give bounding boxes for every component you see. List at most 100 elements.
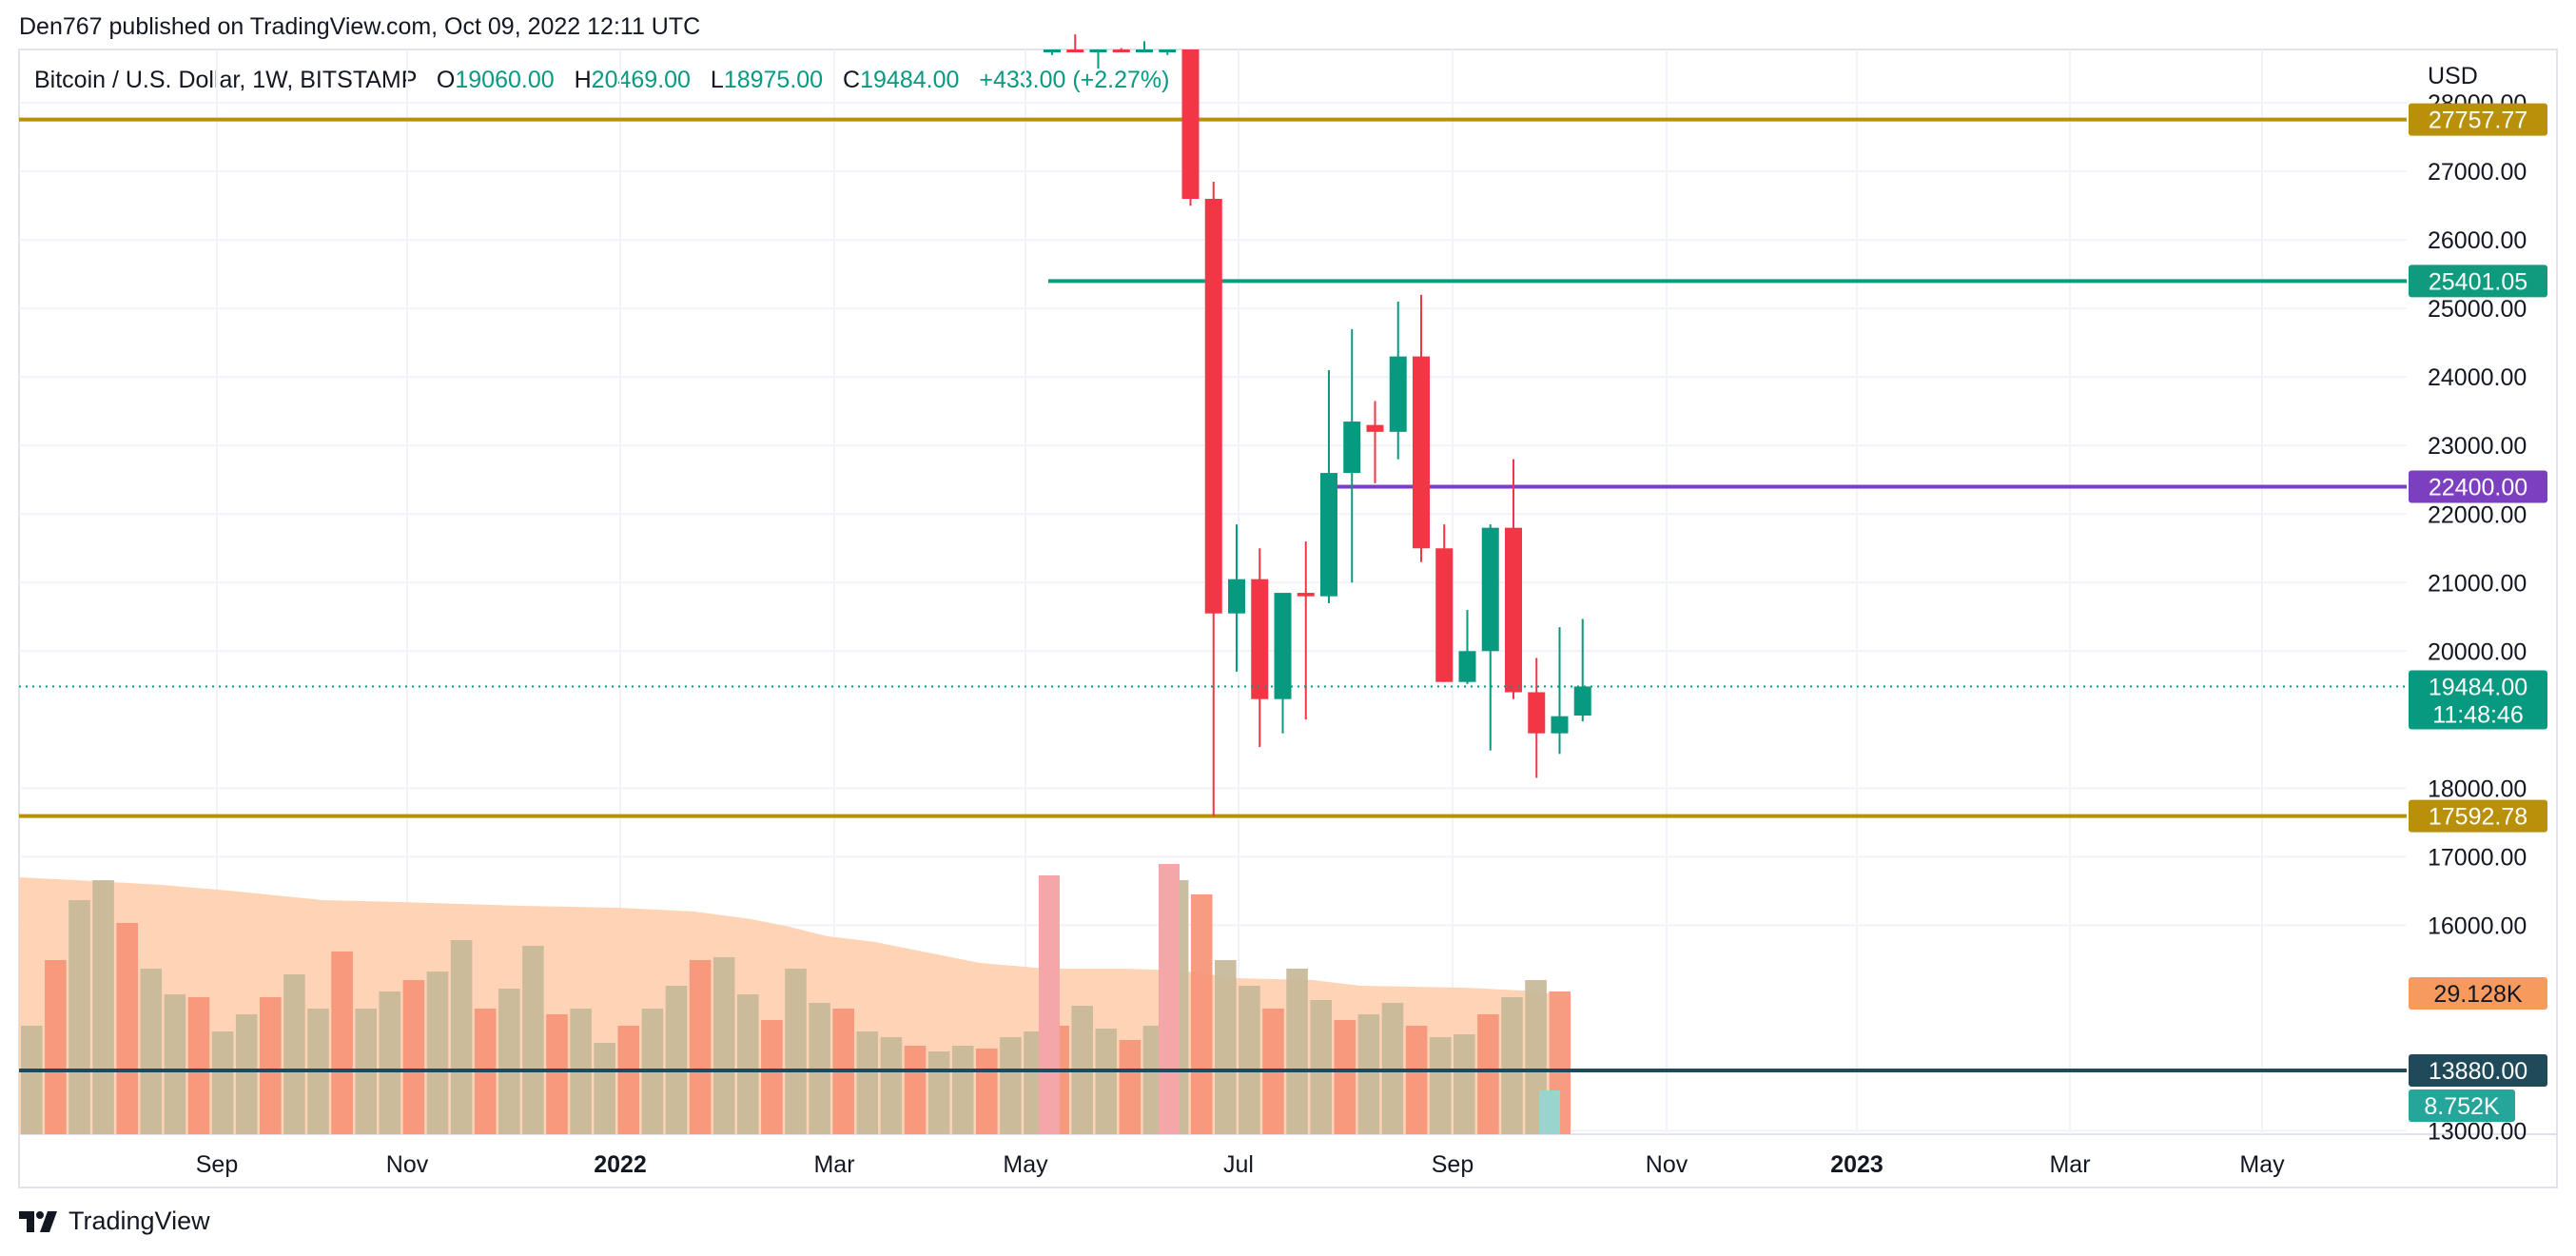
volume-bar bbox=[1239, 986, 1260, 1134]
candle-body bbox=[1343, 422, 1361, 474]
level-badge-label: 17592.78 bbox=[2429, 804, 2527, 831]
volume-bar bbox=[402, 980, 425, 1134]
x-tick-label: Nov bbox=[1646, 1151, 1688, 1178]
y-tick-label: 27000.00 bbox=[2428, 159, 2527, 186]
volume-bar bbox=[617, 1026, 640, 1134]
volume-bar bbox=[594, 1043, 615, 1134]
x-tick-label: 2023 bbox=[1830, 1151, 1883, 1178]
y-tick-label: 24000.00 bbox=[2428, 364, 2527, 391]
low-value: 18975.00 bbox=[723, 67, 824, 93]
candle-body bbox=[1528, 692, 1546, 734]
candle-body bbox=[1274, 593, 1292, 699]
brand-name: TradingView bbox=[68, 1207, 210, 1235]
y-tick-label: 20000.00 bbox=[2428, 638, 2527, 665]
candle-countdown: 11:48:46 bbox=[2432, 701, 2523, 728]
currency-label: USD bbox=[2428, 63, 2478, 89]
level-badge-label: 25401.05 bbox=[2429, 268, 2527, 295]
level-badge bbox=[2409, 799, 2547, 833]
close-value: 19484.00 bbox=[860, 67, 960, 93]
volume-last-label: 8.752K bbox=[2424, 1093, 2500, 1120]
candle-body bbox=[1228, 579, 1245, 614]
volume-bar bbox=[785, 969, 807, 1134]
x-tick-label: Mar bbox=[2049, 1151, 2090, 1178]
candle-body bbox=[1204, 198, 1222, 614]
volume-bar bbox=[904, 1046, 927, 1134]
volume-bar bbox=[1334, 1020, 1356, 1134]
candle-body bbox=[1551, 716, 1569, 734]
candle-body bbox=[1044, 49, 1061, 52]
volume-bar bbox=[1190, 894, 1213, 1134]
candle-body bbox=[1458, 651, 1476, 682]
volume-bar bbox=[92, 880, 114, 1134]
candle-body bbox=[1251, 579, 1269, 699]
low-label: L bbox=[710, 67, 724, 93]
volume-bar bbox=[1215, 960, 1237, 1134]
y-tick-label: 21000.00 bbox=[2428, 570, 2527, 597]
open-label: O bbox=[436, 67, 456, 93]
volume-bar bbox=[498, 989, 520, 1134]
volume-bar bbox=[1539, 1090, 1560, 1134]
y-tick-label: 18000.00 bbox=[2428, 775, 2527, 802]
level-badge-label: 27757.77 bbox=[2429, 108, 2527, 134]
volume-bar bbox=[951, 1046, 974, 1134]
volume-bar bbox=[880, 1037, 903, 1134]
volume-last-badge bbox=[2409, 1089, 2515, 1122]
y-tick-label: 17000.00 bbox=[2428, 844, 2527, 871]
volume-bar bbox=[379, 991, 401, 1134]
candle-body bbox=[1505, 527, 1522, 693]
volume-bar bbox=[1405, 1026, 1428, 1134]
volume-bar bbox=[45, 960, 67, 1134]
volume-bar bbox=[1159, 864, 1180, 1134]
candle-body bbox=[1413, 356, 1430, 549]
volume-bar bbox=[1454, 1034, 1475, 1134]
volume-bar bbox=[809, 1003, 830, 1134]
volume-bar bbox=[1477, 1014, 1499, 1134]
candle-body bbox=[1366, 424, 1384, 432]
level-badge bbox=[2409, 1054, 2547, 1088]
x-tick-label: Mar bbox=[813, 1151, 854, 1178]
high-value: 20469.00 bbox=[591, 67, 691, 93]
y-tick-label: 25000.00 bbox=[2428, 296, 2527, 323]
volume-bar bbox=[976, 1049, 998, 1134]
volume-bar bbox=[1095, 1029, 1118, 1134]
candle-body bbox=[1066, 49, 1084, 52]
volume-bar bbox=[1381, 1003, 1404, 1134]
x-tick-label: May bbox=[2239, 1151, 2285, 1178]
volume-bar bbox=[211, 1031, 234, 1134]
last-price-badge bbox=[2409, 670, 2547, 730]
candle-body bbox=[1573, 686, 1591, 716]
y-tick-label: 26000.00 bbox=[2428, 227, 2527, 254]
candle-body bbox=[1159, 49, 1177, 52]
candle-body bbox=[1297, 593, 1315, 597]
last-price-label: 19484.00 bbox=[2429, 674, 2527, 700]
change-value: +433.00 (+2.27%) bbox=[979, 67, 1170, 93]
close-label: C bbox=[843, 67, 861, 93]
volume-bar bbox=[450, 940, 473, 1134]
volume-bar bbox=[426, 971, 449, 1134]
level-badge bbox=[2409, 265, 2547, 298]
y-tick-label: 22000.00 bbox=[2428, 501, 2527, 528]
publisher-line: Den767 published on TradingView.com, Oct… bbox=[19, 13, 701, 40]
volume-bar bbox=[546, 1014, 568, 1134]
volume-bar bbox=[235, 1014, 258, 1134]
volume-bar bbox=[1357, 1014, 1380, 1134]
volume-bar bbox=[856, 1031, 879, 1134]
volume-bar bbox=[665, 986, 688, 1134]
symbol-title[interactable]: Bitcoin / U.S. Dollar, 1W, BITSTAMP bbox=[34, 67, 417, 93]
volume-bar bbox=[116, 923, 138, 1134]
tradingview-brand[interactable]: TradingView bbox=[19, 1207, 210, 1236]
candle-body bbox=[1435, 548, 1454, 682]
volume-bar bbox=[140, 969, 163, 1134]
volume-bar bbox=[1000, 1037, 1022, 1134]
volume-bar bbox=[1310, 1000, 1332, 1134]
x-tick-label: 2022 bbox=[594, 1151, 647, 1178]
candle-body bbox=[1320, 473, 1337, 597]
open-value: 19060.00 bbox=[455, 67, 555, 93]
y-tick-label: 23000.00 bbox=[2428, 433, 2527, 460]
level-badge bbox=[2409, 470, 2547, 503]
candle-body bbox=[1389, 356, 1407, 432]
volume-bar bbox=[522, 946, 544, 1134]
x-tick-label: May bbox=[1003, 1151, 1048, 1178]
ohlc-legend: Bitcoin / U.S. Dollar, 1W, BITSTAMP O190… bbox=[34, 67, 1170, 94]
